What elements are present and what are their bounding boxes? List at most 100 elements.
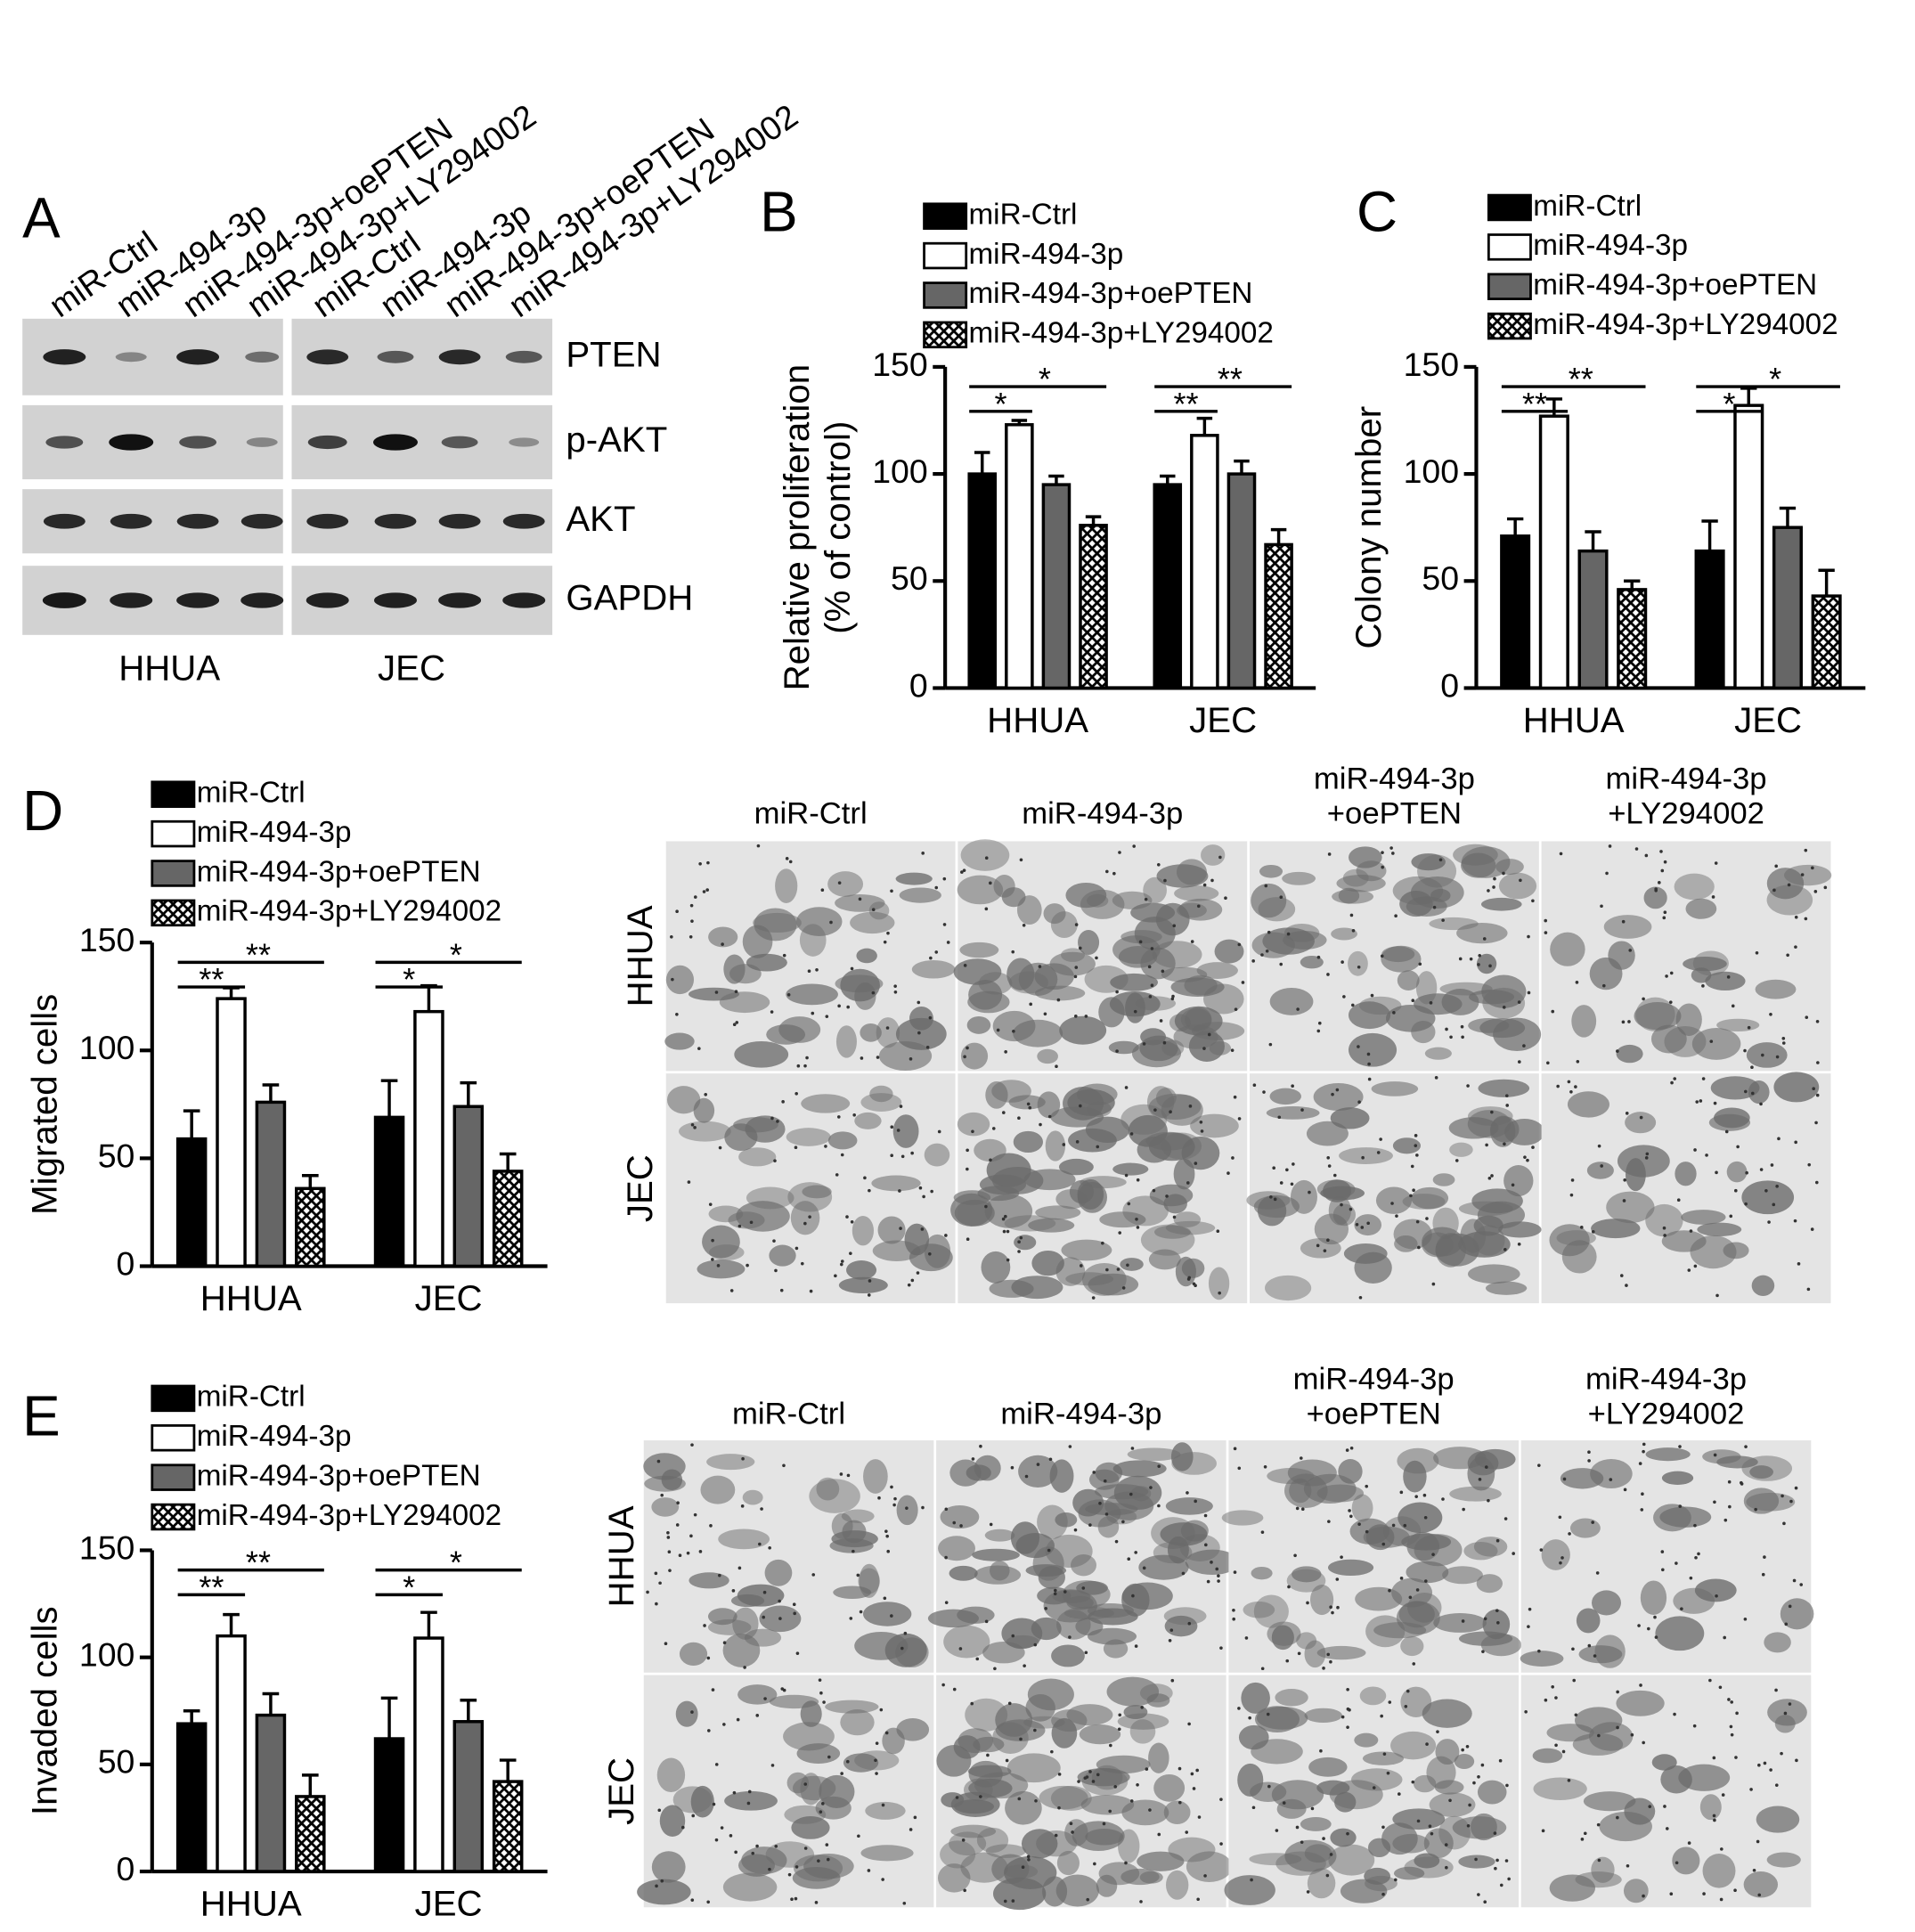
- pore: [970, 1701, 974, 1706]
- pore: [840, 1153, 844, 1157]
- pore: [1340, 960, 1344, 964]
- pore: [660, 1879, 664, 1883]
- pore: [1810, 1227, 1814, 1231]
- cell: [1121, 1799, 1169, 1826]
- cell: [1672, 1846, 1700, 1875]
- pore: [1726, 975, 1731, 979]
- pore: [732, 1790, 737, 1795]
- pore: [840, 1772, 843, 1775]
- pore: [934, 950, 939, 954]
- cell: [664, 1032, 695, 1050]
- cell: [1148, 1249, 1181, 1270]
- pore: [1415, 1588, 1420, 1592]
- pore: [1587, 1643, 1592, 1648]
- pore: [807, 969, 811, 974]
- pore: [1653, 1615, 1657, 1619]
- pore: [1086, 1897, 1090, 1902]
- pore: [740, 1504, 745, 1508]
- column-label: miR-494-3p: [1606, 762, 1767, 796]
- cell: [1550, 932, 1585, 966]
- cell: [1153, 1773, 1186, 1802]
- cell: [1163, 1607, 1207, 1626]
- cell: [936, 1744, 972, 1777]
- cell: [1266, 1106, 1320, 1120]
- pore: [1441, 1497, 1445, 1501]
- y-axis-label: (% of control): [818, 421, 858, 634]
- pore: [732, 1023, 737, 1027]
- pore: [1418, 962, 1422, 966]
- pore: [1505, 1094, 1509, 1097]
- legend-swatch: [1487, 312, 1532, 340]
- y-tick-label: 0: [1440, 666, 1459, 704]
- pore: [666, 1530, 670, 1535]
- pore: [1357, 1100, 1361, 1105]
- pore: [966, 1237, 970, 1242]
- cell: [1606, 1191, 1655, 1224]
- pore: [772, 1239, 776, 1243]
- pore: [1713, 1500, 1716, 1504]
- cell: [1034, 963, 1074, 990]
- pore: [1349, 913, 1354, 917]
- protein-label: p-AKT: [566, 420, 667, 460]
- pore: [1724, 1129, 1729, 1134]
- legend-label: miR-494-3p+LY294002: [197, 895, 501, 928]
- pore: [1784, 1622, 1789, 1626]
- pore: [1544, 918, 1548, 923]
- pore: [1763, 1761, 1767, 1765]
- pore: [714, 1763, 719, 1766]
- pore: [1392, 1011, 1396, 1015]
- blot-band: [374, 592, 417, 608]
- pore: [1693, 1264, 1698, 1268]
- pore: [1460, 1024, 1464, 1029]
- pore: [971, 1129, 974, 1134]
- cell: [651, 1851, 686, 1883]
- bar: [1500, 534, 1531, 690]
- y-tick-label: 50: [98, 1743, 135, 1781]
- cell: [816, 1477, 840, 1501]
- cell: [1471, 1813, 1497, 1841]
- bar: [452, 1720, 485, 1873]
- pore: [979, 1795, 982, 1798]
- cell: [1055, 1512, 1078, 1528]
- pore: [1355, 1222, 1359, 1227]
- pore: [722, 1723, 726, 1726]
- pore: [890, 1614, 893, 1618]
- cell: [1180, 1520, 1209, 1542]
- pore: [1503, 1142, 1506, 1146]
- blot-band: [115, 352, 147, 363]
- pore: [1360, 1226, 1365, 1229]
- pore: [1136, 1226, 1140, 1229]
- pore: [1047, 1548, 1051, 1553]
- cell: [1411, 853, 1446, 871]
- pore: [693, 1512, 697, 1517]
- pore: [1561, 1749, 1566, 1754]
- pore: [1759, 1168, 1764, 1171]
- cell: [1503, 1164, 1534, 1197]
- cell: [809, 1479, 860, 1513]
- cell: [1392, 876, 1444, 905]
- cell: [1137, 1136, 1172, 1163]
- cell: [706, 1454, 755, 1471]
- pore: [1465, 1744, 1470, 1749]
- pore: [1663, 910, 1667, 915]
- cell: [1181, 1258, 1205, 1278]
- cell: [1381, 945, 1422, 973]
- column-label: +oePTEN: [1307, 1397, 1441, 1431]
- pore: [1558, 1515, 1562, 1520]
- pore: [702, 890, 706, 893]
- significance-label: *: [403, 961, 415, 998]
- cell: [966, 1015, 991, 1034]
- pore: [780, 1687, 785, 1691]
- pore: [1026, 1855, 1031, 1859]
- cell: [1099, 1211, 1146, 1228]
- pore: [1248, 1716, 1251, 1720]
- pore: [1755, 950, 1759, 955]
- pore: [1591, 1520, 1594, 1524]
- pore: [1480, 1763, 1485, 1767]
- cell: [1025, 1564, 1067, 1577]
- y-tick-label: 150: [872, 346, 927, 383]
- bar: [175, 1137, 208, 1268]
- pore: [770, 1010, 774, 1014]
- pore: [1531, 1145, 1535, 1149]
- pore: [1024, 1474, 1029, 1479]
